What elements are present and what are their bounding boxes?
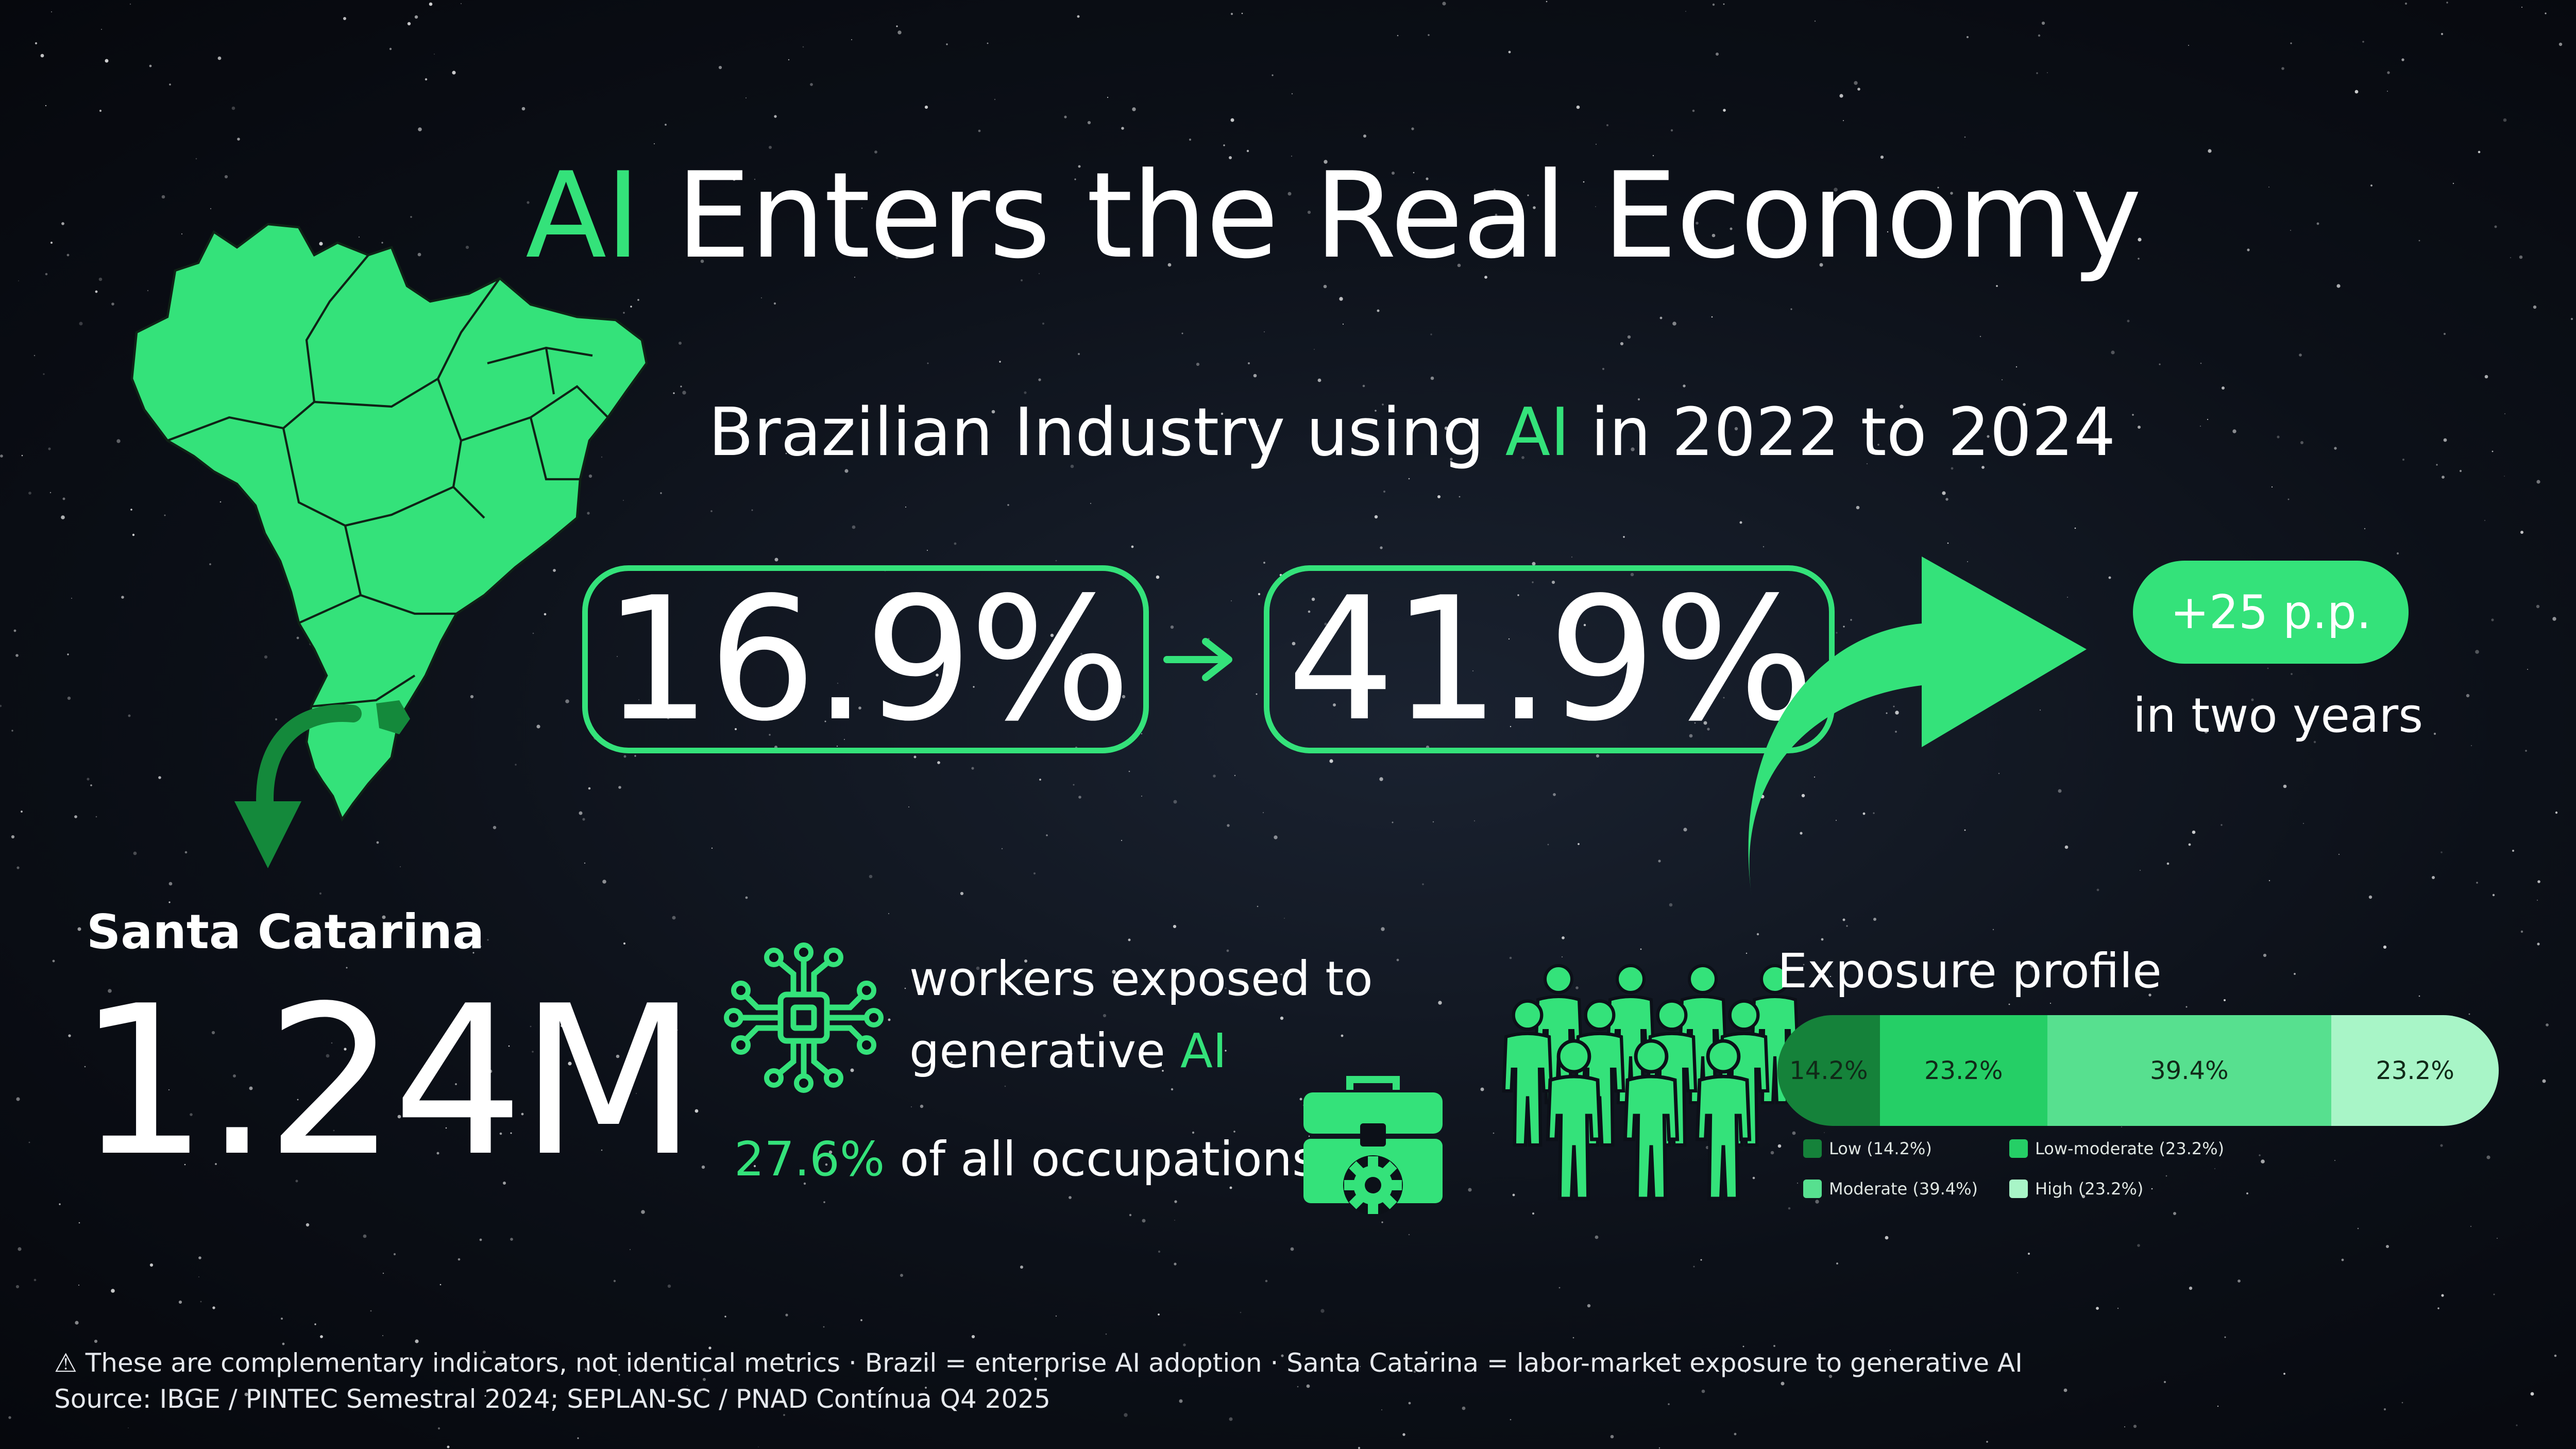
people-group-icon — [1502, 964, 1800, 1201]
adoption-2024-value: 41.9% — [1286, 560, 1815, 759]
toolbox-gear-icon — [1303, 1076, 1443, 1215]
curved-down-arrow-icon — [234, 704, 362, 868]
brazil-map-icon — [130, 223, 648, 822]
workers-caption-line1: workers exposed to — [909, 951, 1373, 1006]
exposure-segment: 23.2% — [2331, 1015, 2499, 1126]
workers-exposed-value: 1.24M — [77, 962, 698, 1202]
legend-item: High (23.2%) — [2009, 1179, 2143, 1199]
occupations-line: 27.6% of all occupations — [734, 1132, 1317, 1187]
page-title: AI Enters the Real Economy — [526, 147, 2142, 285]
footnote: ⚠ These are complementary indicators, no… — [54, 1348, 2023, 1378]
workers-caption-line2: generative AI — [909, 1023, 1227, 1079]
adoption-2022-box: 16.9% — [582, 565, 1149, 753]
legend-label: Low (14.2%) — [1829, 1139, 1932, 1158]
right-arrow-icon — [1163, 638, 1232, 681]
adoption-2024-box: 41.9% — [1264, 565, 1835, 753]
change-badge: +25 p.p. — [2133, 561, 2409, 664]
exposure-segment: 14.2% — [1777, 1015, 1880, 1126]
exposure-segment: 39.4% — [2047, 1015, 2332, 1126]
legend-swatch — [1803, 1139, 1822, 1158]
legend-swatch — [2009, 1180, 2028, 1198]
legend-item: Low (14.2%) — [1803, 1139, 1932, 1158]
adoption-2022-value: 16.9% — [603, 560, 1131, 759]
exposure-legend: Low (14.2%) Low-moderate (23.2%) Moderate … — [1803, 1139, 2318, 1216]
exposure-segment: 23.2% — [1879, 1015, 2047, 1126]
legend-label: High (23.2%) — [2035, 1179, 2144, 1199]
legend-item: Low-moderate (23.2%) — [2009, 1139, 2224, 1158]
legend-label: Low-moderate (23.2%) — [2035, 1139, 2225, 1158]
big-curved-arrow-icon — [1748, 557, 2087, 897]
occupations-percent: 27.6% — [734, 1132, 885, 1187]
warning-icon: ⚠ — [54, 1348, 77, 1378]
legend-item: Moderate (39.4%) — [1803, 1179, 1978, 1199]
exposure-profile-title: Exposure profile — [1777, 943, 2162, 999]
legend-label: Moderate (39.4%) — [1829, 1179, 1978, 1199]
legend-swatch — [2009, 1139, 2028, 1158]
source-note: Source: IBGE / PINTEC Semestral 2024; SE… — [54, 1384, 1050, 1414]
exposure-stacked-bar: 14.2% 23.2% 39.4% 23.2% — [1777, 1015, 2499, 1126]
page-subtitle: Brazilian Industry using AI in 2022 to 2… — [708, 394, 2116, 471]
legend-swatch — [1803, 1180, 1822, 1198]
change-caption: in two years — [2133, 688, 2424, 743]
santa-catarina-label: Santa Catarina — [87, 904, 485, 959]
chip-circuit-icon — [724, 942, 884, 1093]
